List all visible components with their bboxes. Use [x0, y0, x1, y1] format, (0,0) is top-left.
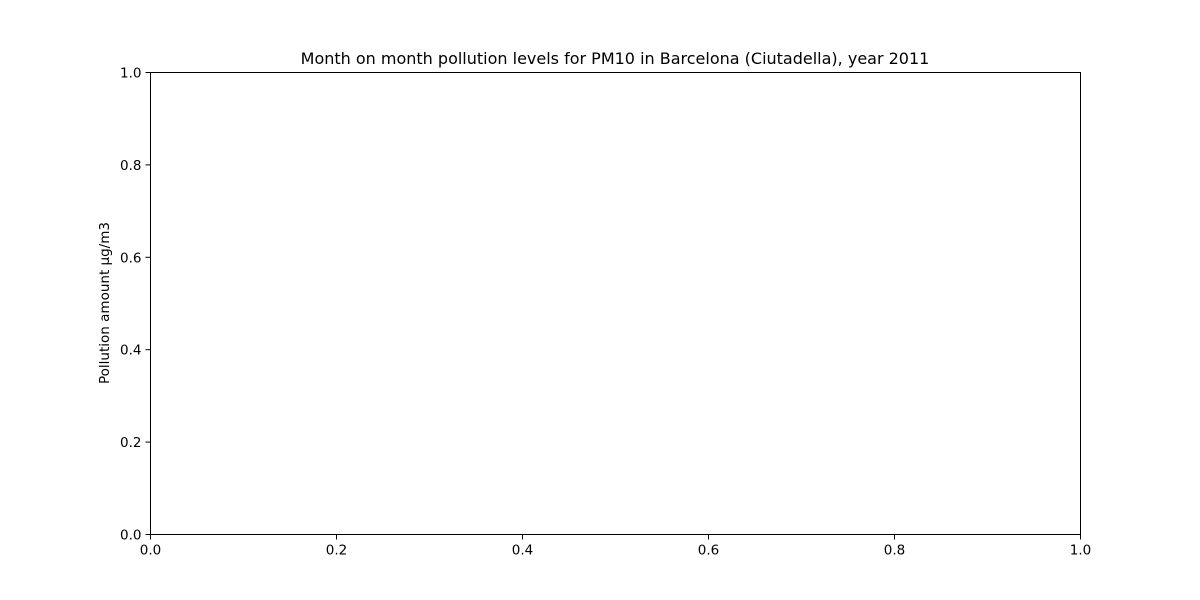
x-tick-label: 0.4: [512, 543, 533, 559]
x-tick-label: 0.0: [140, 543, 161, 559]
y-tick-label: 0.8: [120, 158, 141, 174]
y-tick-label: 0.4: [120, 343, 141, 359]
x-tick-label: 0.8: [884, 543, 905, 559]
y-axis-label: Pollution amount µg/m3: [97, 222, 113, 384]
y-axis: 0.0 0.2 0.4 0.6 0.8 1.0: [120, 66, 151, 544]
y-tick-label: 0.0: [120, 528, 141, 544]
plot-area: [150, 72, 1081, 535]
y-tick-label: 0.2: [120, 435, 141, 451]
x-tick-label: 0.2: [326, 543, 347, 559]
y-tick-label: 1.0: [120, 66, 141, 82]
chart-title: Month on month pollution levels for PM10…: [301, 49, 930, 68]
x-tick-label: 1.0: [1070, 543, 1091, 559]
y-tick-label: 0.6: [120, 250, 141, 266]
x-axis: 0.0 0.2 0.4 0.6 0.8 1.0: [140, 534, 1091, 559]
x-tick-label: 0.6: [698, 543, 719, 559]
